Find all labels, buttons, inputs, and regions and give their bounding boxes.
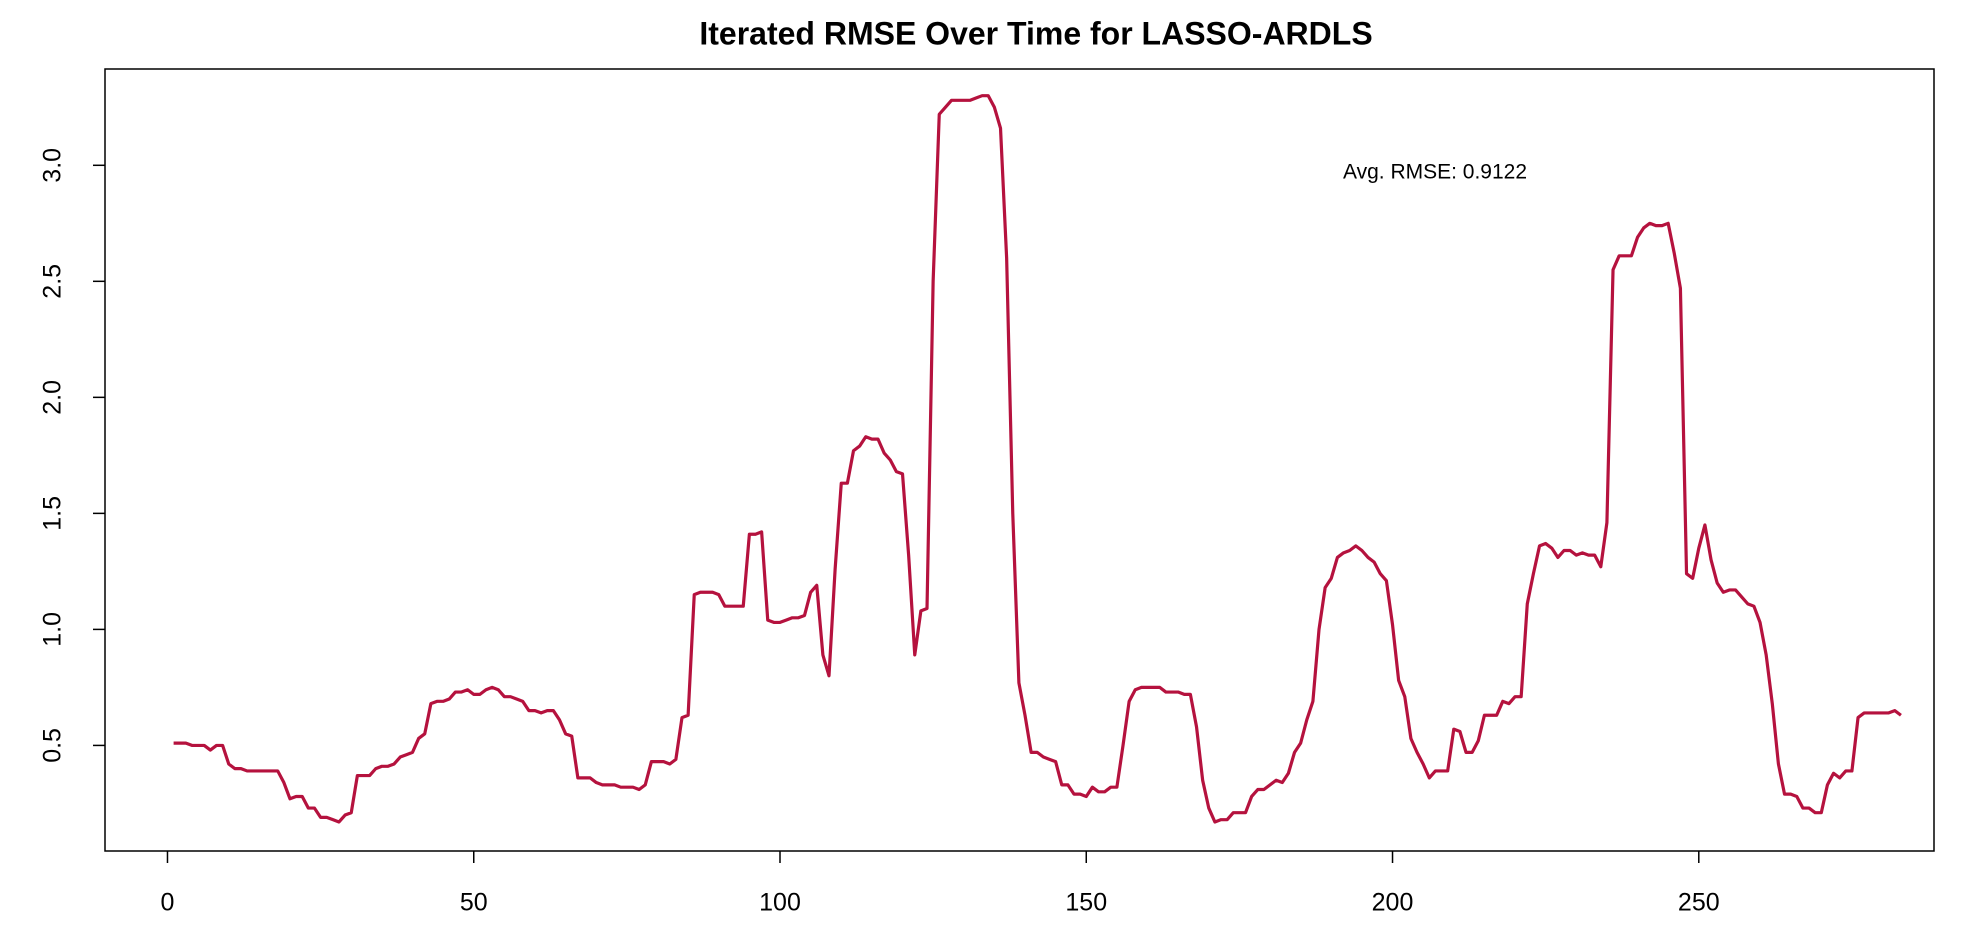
x-tick-label: 100 [759, 889, 801, 917]
x-tick-label: 0 [161, 889, 175, 917]
y-tick-label: 1.5 [39, 496, 67, 531]
x-tick-label: 200 [1372, 889, 1414, 917]
plot-frame [104, 68, 1935, 852]
y-tick-label: 3.0 [39, 148, 67, 183]
y-tick-label: 0.5 [39, 728, 67, 763]
annotation: Avg. RMSE: 0.9122 [1343, 161, 1527, 184]
y-tick-label: 1.0 [39, 612, 67, 647]
y-tick-label: 2.0 [39, 380, 67, 415]
y-tick-label: 2.5 [39, 264, 67, 299]
data-line [173, 94, 1902, 824]
chart-title: Iterated RMSE Over Time for LASSO-ARDLS [699, 15, 1372, 51]
x-tick-label: 150 [1065, 889, 1107, 917]
x-tick-label: 250 [1678, 889, 1720, 917]
x-tick-label: 50 [460, 889, 488, 917]
